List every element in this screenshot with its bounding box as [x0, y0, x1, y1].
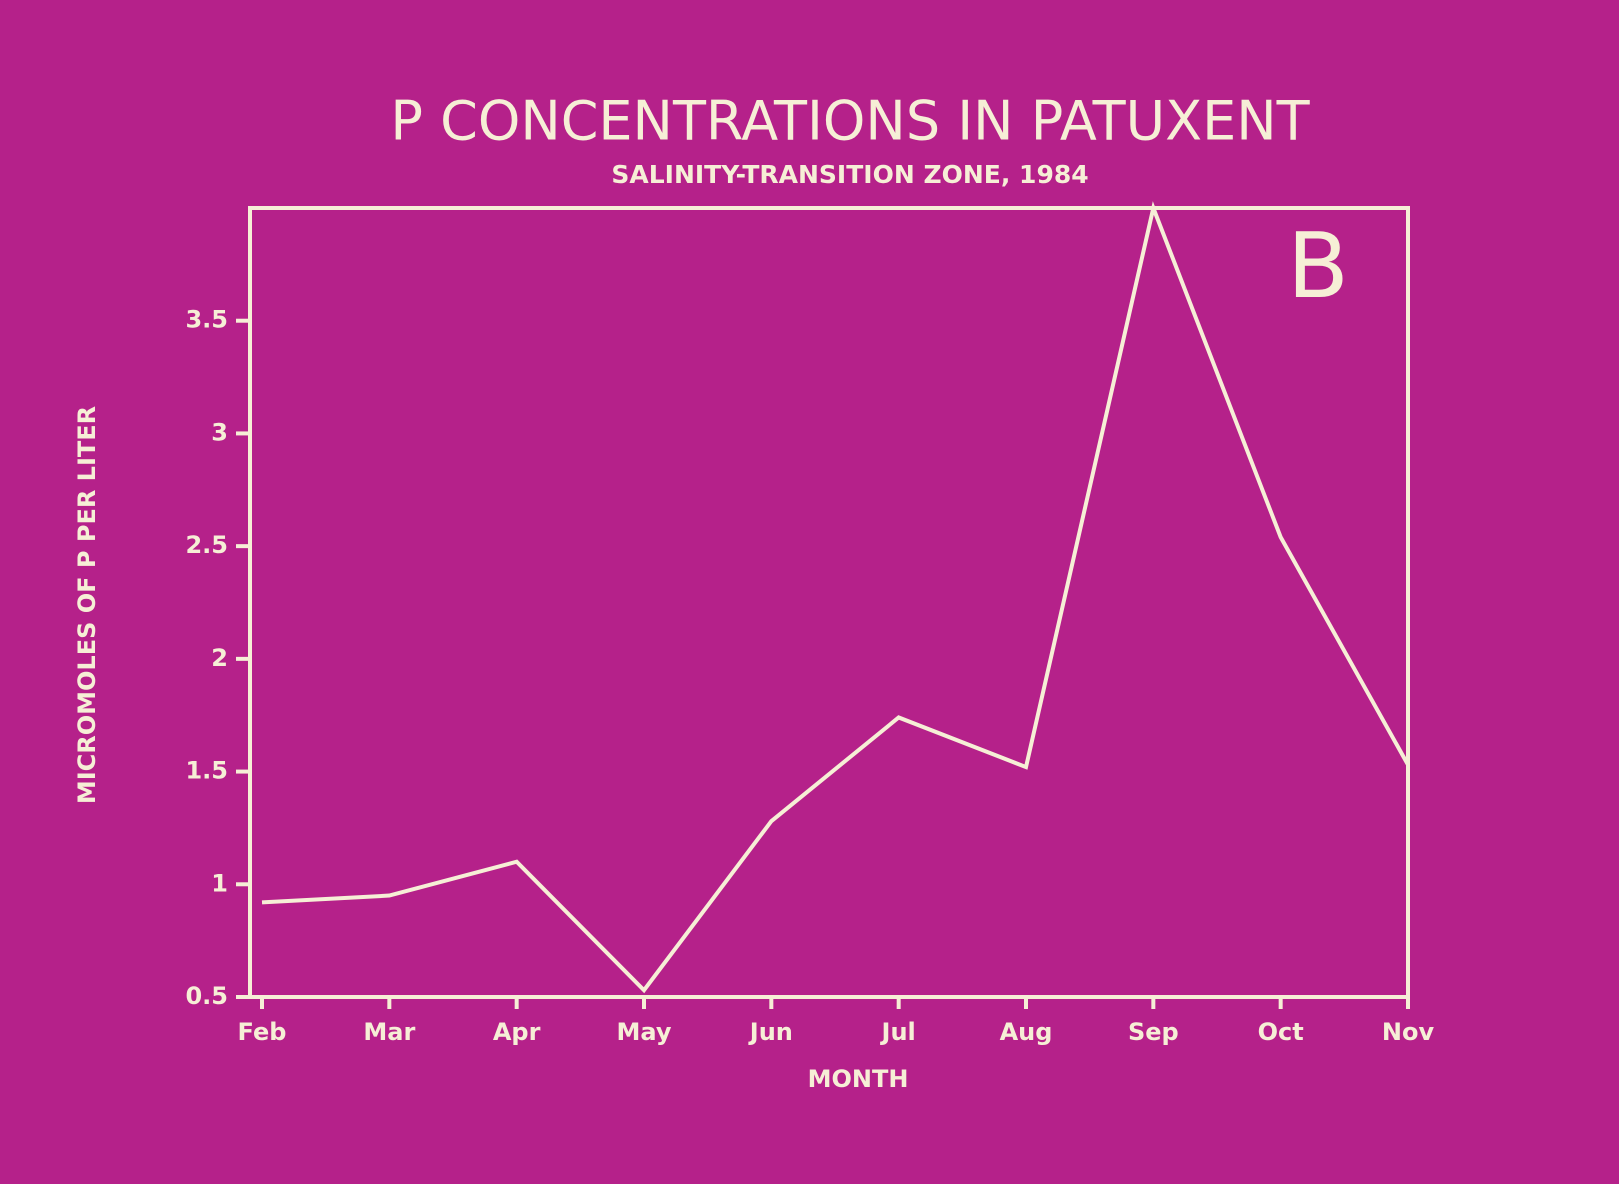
x-tick-label: Jul [880, 1018, 916, 1046]
chart-title: P CONCENTRATIONS IN PATUXENT [390, 90, 1310, 153]
chart-subtitle: SALINITY-TRANSITION ZONE, 1984 [611, 160, 1088, 189]
x-tick-label: Jun [748, 1018, 793, 1046]
x-tick-label: Mar [363, 1018, 415, 1046]
y-tick-label: 1 [211, 869, 228, 897]
x-tick-label: Sep [1128, 1018, 1179, 1046]
y-axis-label: MICROMOLES OF P PER LITER [73, 406, 101, 804]
x-tick-label: Nov [1382, 1018, 1435, 1046]
y-tick-label: 1.5 [185, 757, 228, 785]
x-axis-label: MONTH [808, 1065, 909, 1093]
y-tick-label: 2 [211, 644, 228, 672]
x-tick-label: Aug [1000, 1018, 1053, 1046]
plot-frame [248, 206, 1410, 999]
area-outline [261, 201, 1410, 994]
y-tick-label: 3 [211, 418, 228, 446]
x-tick-label: May [617, 1018, 672, 1046]
annotation: B [1287, 214, 1349, 319]
x-tick-label: Apr [493, 1018, 541, 1046]
y-tick-label: 0.5 [185, 982, 228, 1010]
x-tick-label: Oct [1258, 1018, 1304, 1046]
y-tick-label: 2.5 [185, 531, 228, 559]
y-tick-label: 3.5 [185, 306, 228, 334]
x-tick-label: Feb [238, 1018, 287, 1046]
